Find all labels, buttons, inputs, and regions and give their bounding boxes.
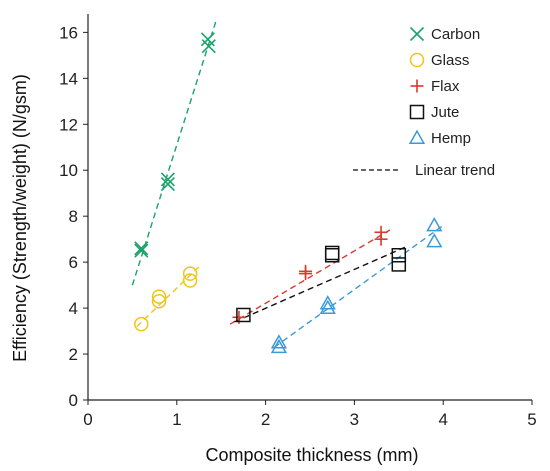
y-axis-title: Efficiency (Strength/weight) (N/gsm) (10, 74, 30, 362)
x-tick-label: 1 (172, 410, 181, 429)
data-point-hemp (426, 233, 443, 248)
legend-item-jute: Jute (409, 104, 459, 121)
legend: Carbon Glass Flax Jute Hemp Linear trend (353, 26, 495, 179)
data-point-carbon (201, 39, 216, 54)
y-tick-label: 10 (59, 161, 78, 180)
legend-marker-carbon (409, 26, 425, 42)
legend-label: Carbon (431, 26, 480, 43)
axes-layer (87, 14, 532, 401)
trend-line-hemp (274, 224, 444, 348)
data-point-hemp (426, 217, 443, 232)
data-point-hemp (319, 295, 336, 310)
legend-item-hemp: Hemp (408, 129, 471, 147)
data-point-glass (182, 266, 198, 281)
x-tick-label: 2 (261, 410, 270, 429)
legend-label: Hemp (431, 130, 471, 147)
trend-line-jute (234, 245, 408, 323)
data-point-jute (391, 248, 407, 263)
trend-line-flax (229, 229, 391, 325)
y-tick-label: 8 (69, 207, 78, 226)
legend-item-glass: Glass (409, 52, 469, 69)
data-point-glass (134, 316, 149, 332)
data-point-glass (151, 293, 167, 309)
x-tick-label: 3 (350, 410, 359, 429)
y-tick-label: 16 (59, 23, 78, 42)
data-point-glass (151, 289, 167, 304)
y-tick-label: 4 (69, 299, 78, 318)
y-tick-label: 0 (69, 391, 78, 410)
x-tick-label: 5 (527, 410, 536, 429)
data-point-carbon (200, 32, 215, 47)
legend-item-flax: Flax (410, 78, 460, 95)
x-axis-title: Composite thickness (mm) (205, 445, 418, 465)
trend-line-carbon (131, 18, 218, 286)
y-tick-label: 14 (59, 69, 78, 88)
legend-marker-glass (409, 52, 425, 68)
trend-layer (131, 18, 444, 348)
y-tick-label: 12 (59, 115, 78, 134)
x-tick-label: 0 (83, 410, 92, 429)
legend-label: Glass (431, 52, 469, 69)
data-point-hemp (270, 338, 288, 354)
data-point-hemp (319, 299, 336, 315)
data-point-carbon (134, 243, 149, 258)
data-point-flax (374, 232, 388, 246)
data-point-flax (299, 267, 313, 281)
legend-marker-flax (410, 79, 424, 93)
legend-item-linear-trend: Linear trend (353, 162, 495, 179)
data-point-carbon (160, 172, 175, 187)
legend-label: Linear trend (415, 162, 495, 179)
legend-label: Jute (431, 104, 459, 121)
x-tick-label: 4 (438, 410, 447, 429)
points-layer (134, 32, 443, 354)
legend-item-carbon: Carbon (409, 26, 480, 43)
legend-marker-hemp (408, 129, 426, 144)
data-point-carbon (134, 241, 149, 256)
y-tick-label: 6 (69, 253, 78, 272)
legend-label: Flax (431, 78, 460, 95)
data-point-jute (236, 307, 251, 323)
data-point-jute (391, 257, 407, 272)
data-point-glass (182, 273, 198, 288)
data-point-jute (324, 245, 340, 261)
data-point-hemp (270, 334, 288, 349)
legend-marker-jute (409, 104, 425, 120)
y-tick-label: 2 (69, 345, 78, 364)
data-point-carbon (160, 176, 175, 192)
trend-line-glass (136, 266, 200, 327)
